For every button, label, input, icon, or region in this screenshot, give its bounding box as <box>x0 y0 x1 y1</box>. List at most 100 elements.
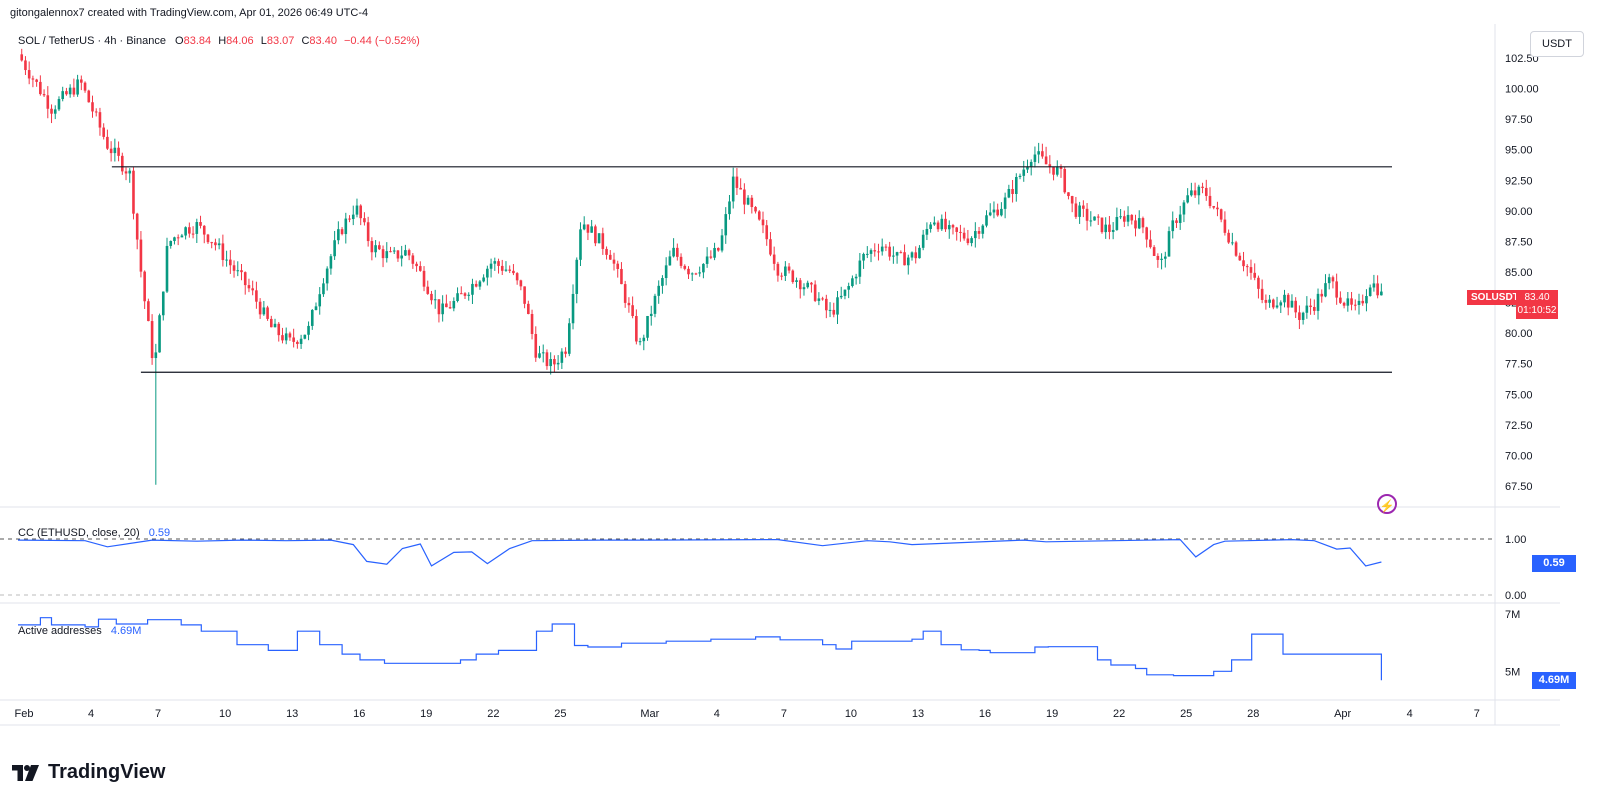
candle-body <box>299 338 303 344</box>
candle <box>1123 210 1126 227</box>
currency-selector[interactable]: USDT <box>1530 31 1584 57</box>
candle <box>344 212 348 244</box>
candle-body <box>657 285 661 296</box>
candle-body <box>974 231 977 239</box>
candle-body <box>217 243 221 246</box>
candle <box>575 257 579 304</box>
candle-body <box>947 225 951 230</box>
candle <box>1003 192 1007 219</box>
aa-legend-title[interactable]: Active addresses <box>18 625 102 637</box>
candle <box>199 215 202 229</box>
candle-body <box>165 245 169 292</box>
candle-body <box>1361 300 1365 304</box>
candle <box>1346 292 1350 312</box>
candle <box>53 105 57 120</box>
candle <box>109 141 113 162</box>
candle <box>288 331 292 341</box>
candle <box>463 292 467 300</box>
candle-body <box>1275 305 1279 308</box>
candle-body <box>1290 300 1294 308</box>
candle-body <box>411 255 415 264</box>
candle <box>653 293 657 318</box>
candle-body <box>1104 224 1108 233</box>
candle <box>206 233 210 244</box>
candle-body <box>1305 305 1309 313</box>
candle-body <box>728 201 731 215</box>
candle-body <box>1238 255 1242 261</box>
candle-body <box>489 263 493 269</box>
candle-body <box>1208 195 1212 207</box>
candle-body <box>903 252 906 266</box>
candle <box>504 261 508 272</box>
candle-body <box>936 222 940 230</box>
tradingview-logo[interactable]: TradingView <box>12 761 165 784</box>
candle <box>862 252 865 269</box>
candle-body <box>1283 294 1286 303</box>
candle-body <box>46 95 50 109</box>
candle <box>500 259 504 276</box>
candle-body <box>556 362 560 365</box>
candle-body <box>188 227 191 234</box>
candle <box>1238 252 1242 261</box>
candle <box>761 211 765 234</box>
time-tick-label: 19 <box>1046 708 1058 720</box>
candle <box>363 212 366 226</box>
candle <box>530 309 534 340</box>
cc-legend-title[interactable]: CC (ETHUSD, close, 20) <box>18 527 140 539</box>
candle-body <box>83 82 87 91</box>
candle <box>1000 202 1003 217</box>
candle-body <box>1182 202 1186 215</box>
legend-symbol[interactable]: SOL / TetherUS · 4h · Binance <box>18 35 166 47</box>
candle-body <box>1286 294 1290 308</box>
candle <box>1089 211 1093 227</box>
active-addresses-line <box>18 617 1382 681</box>
candle-body <box>1346 298 1350 306</box>
candle <box>731 167 735 209</box>
candle-body <box>1335 281 1338 298</box>
candle <box>243 271 247 295</box>
candle-body <box>847 286 850 290</box>
candle-body <box>519 280 523 287</box>
candle-body <box>765 225 769 240</box>
candle-body <box>191 233 195 235</box>
candle <box>65 87 68 96</box>
candle <box>1063 166 1067 194</box>
candle-body <box>57 99 61 110</box>
candle-body <box>1041 151 1044 157</box>
candle <box>221 234 225 267</box>
candle <box>1257 275 1260 299</box>
candle-body <box>1100 217 1104 233</box>
candle <box>80 75 83 91</box>
candle-body <box>1096 216 1100 218</box>
candle-body <box>1059 166 1063 170</box>
lightning-icon[interactable]: ⚡ <box>1377 494 1397 514</box>
candle-body <box>597 233 601 244</box>
candle-body <box>180 235 184 238</box>
candle <box>1178 205 1182 230</box>
candle <box>817 292 821 306</box>
candle <box>1186 188 1189 204</box>
candle <box>914 246 918 264</box>
candle <box>981 224 985 239</box>
candle <box>970 236 973 247</box>
candle <box>538 345 541 359</box>
candle <box>411 253 415 269</box>
candle-body <box>1253 272 1257 278</box>
time-tick-label: 16 <box>979 708 991 720</box>
candle-body <box>843 289 847 296</box>
candle-body <box>910 252 914 258</box>
candle <box>120 152 124 175</box>
legend-low: L83.07 <box>260 35 295 47</box>
candle-body <box>1216 207 1219 210</box>
time-tick-label: 7 <box>155 708 161 720</box>
candle <box>1152 245 1156 257</box>
candle <box>1111 222 1115 240</box>
candle <box>173 236 176 245</box>
candle <box>851 275 854 288</box>
candle <box>1052 166 1055 181</box>
candle <box>1331 275 1335 289</box>
candle-body <box>683 265 687 269</box>
candle-body <box>884 246 888 248</box>
candle <box>743 183 746 215</box>
